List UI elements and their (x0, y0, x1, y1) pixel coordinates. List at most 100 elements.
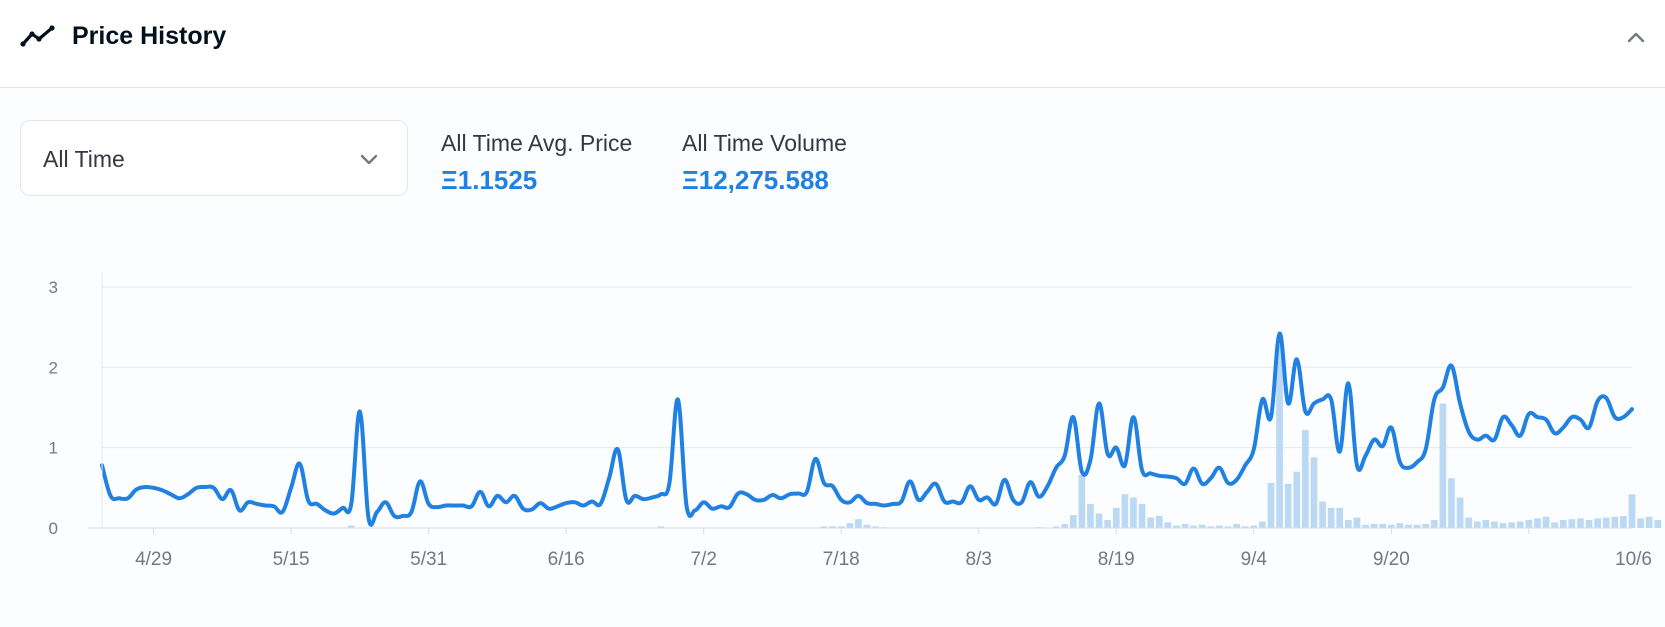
y-tick-label: 3 (49, 278, 58, 297)
volume-bar (1198, 524, 1206, 528)
x-tick-label: 4/29 (135, 549, 172, 570)
volume-bar (1207, 526, 1215, 528)
volume-bar (1448, 478, 1455, 528)
volume-label: All Time Volume (682, 130, 847, 156)
volume-bar (1654, 519, 1662, 528)
volume-bar (657, 526, 665, 528)
volume-bar (1147, 517, 1155, 528)
volume-bar (1353, 517, 1361, 528)
volume-bar (1104, 519, 1112, 528)
volume-bar (1577, 518, 1584, 528)
volume-bar (1241, 526, 1249, 528)
volume-bar (1430, 519, 1438, 528)
volume-bar (1302, 429, 1309, 528)
volume-bar (1233, 523, 1240, 528)
volume-bar (1224, 526, 1232, 528)
y-tick-label: 0 (49, 519, 58, 538)
volume-bar (829, 526, 836, 528)
volume-bar (1525, 519, 1533, 528)
volume-bar (1310, 457, 1318, 528)
price-history-chart: 0 1 2 3 4/29 5/15 5/31 6/16 7/2 7/18 8/3 8/19 9/4 9/2… (49, 272, 1662, 570)
x-tick-label: 7/2 (690, 549, 716, 570)
volume-bar (347, 525, 355, 528)
volume-bar (1061, 523, 1069, 528)
volume-bar (1396, 523, 1404, 528)
volume-bar (1482, 519, 1490, 528)
volume-bar (1465, 517, 1473, 528)
x-tick-label: 7/18 (823, 549, 860, 570)
volume-bar (1181, 523, 1189, 528)
volume-bar (1078, 474, 1086, 528)
volume-bar (1422, 523, 1430, 528)
volume-bar (1069, 515, 1077, 528)
volume-bars (347, 344, 1662, 528)
volume-bar (1568, 519, 1576, 528)
volume-bar (1602, 517, 1610, 528)
volume-bar (1456, 497, 1464, 528)
time-period-dropdown[interactable]: All Time (20, 120, 408, 196)
volume-bar (1267, 483, 1275, 528)
avg-price-label: All Time Avg. Price (441, 130, 633, 156)
volume-bar (1645, 516, 1653, 528)
trend-line-icon (20, 25, 55, 47)
volume-bar (855, 519, 862, 528)
volume-bar (1473, 521, 1481, 528)
x-tick-label: 5/31 (410, 549, 447, 570)
volume-bar (1413, 524, 1421, 528)
volume-bar (1628, 494, 1636, 528)
volume-bar (1637, 518, 1644, 528)
volume-bar (1319, 501, 1326, 528)
avg-price-stat: All Time Avg. Price Ξ1.1525 (441, 130, 632, 196)
chart-grid (102, 286, 1632, 449)
volume-bar (1155, 515, 1163, 528)
volume-bar (1542, 516, 1550, 528)
x-tick-label: 10/6 (1615, 549, 1652, 570)
volume-bar (1559, 519, 1567, 528)
volume-bar (1112, 507, 1120, 528)
x-tick-label: 6/16 (548, 549, 585, 570)
price-line-layer (100, 331, 1634, 527)
volume-bar (1387, 524, 1395, 528)
volume-value: Ξ12,275.588 (682, 165, 829, 195)
volume-bar (1130, 497, 1137, 528)
volume-bar (863, 524, 871, 528)
volume-bar (1585, 519, 1593, 528)
volume-bar (1052, 526, 1060, 528)
x-tick-label: 8/3 (966, 549, 992, 570)
x-tick-label: 9/4 (1241, 549, 1268, 570)
volume-bar (1276, 344, 1283, 528)
volume-bar (1259, 521, 1266, 528)
volume-bar (1370, 523, 1378, 528)
chevron-up-icon[interactable] (1624, 26, 1648, 50)
volume-bar (1379, 523, 1387, 528)
volume-bar (1173, 525, 1180, 528)
x-tick-label: 5/15 (273, 549, 310, 570)
y-tick-label: 1 (49, 439, 58, 458)
volume-bar (1362, 524, 1369, 528)
time-period-value: All Time (43, 146, 125, 172)
volume-bar (846, 523, 854, 528)
volume-bar (1534, 518, 1541, 528)
x-tick-label: 9/20 (1373, 549, 1410, 570)
volume-bar (1284, 483, 1292, 528)
x-tick-label: 8/19 (1098, 549, 1135, 570)
volume-bar (1344, 519, 1352, 528)
panel-header[interactable]: Price History (0, 0, 1665, 88)
volume-bar (1327, 507, 1335, 528)
volume-bar (1405, 524, 1412, 528)
volume-bar (1293, 471, 1301, 528)
volume-bar (1516, 521, 1524, 528)
volume-stat: All Time Volume Ξ12,275.588 (682, 130, 847, 196)
price-line (100, 331, 1634, 527)
volume-bar (1250, 525, 1258, 528)
volume-bar (1138, 503, 1146, 528)
volume-bar (1336, 507, 1344, 528)
volume-bar (1190, 525, 1197, 528)
volume-bar (1620, 515, 1627, 528)
volume-bar (1491, 521, 1498, 528)
volume-bar (1611, 516, 1619, 528)
volume-bar (1594, 518, 1601, 528)
avg-price-value: Ξ1.1525 (441, 165, 538, 195)
panel-title: Price History (72, 22, 227, 50)
